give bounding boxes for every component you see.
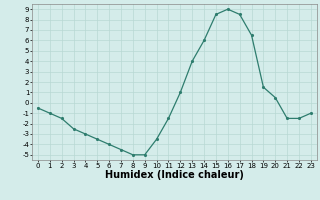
X-axis label: Humidex (Indice chaleur): Humidex (Indice chaleur)	[105, 170, 244, 180]
